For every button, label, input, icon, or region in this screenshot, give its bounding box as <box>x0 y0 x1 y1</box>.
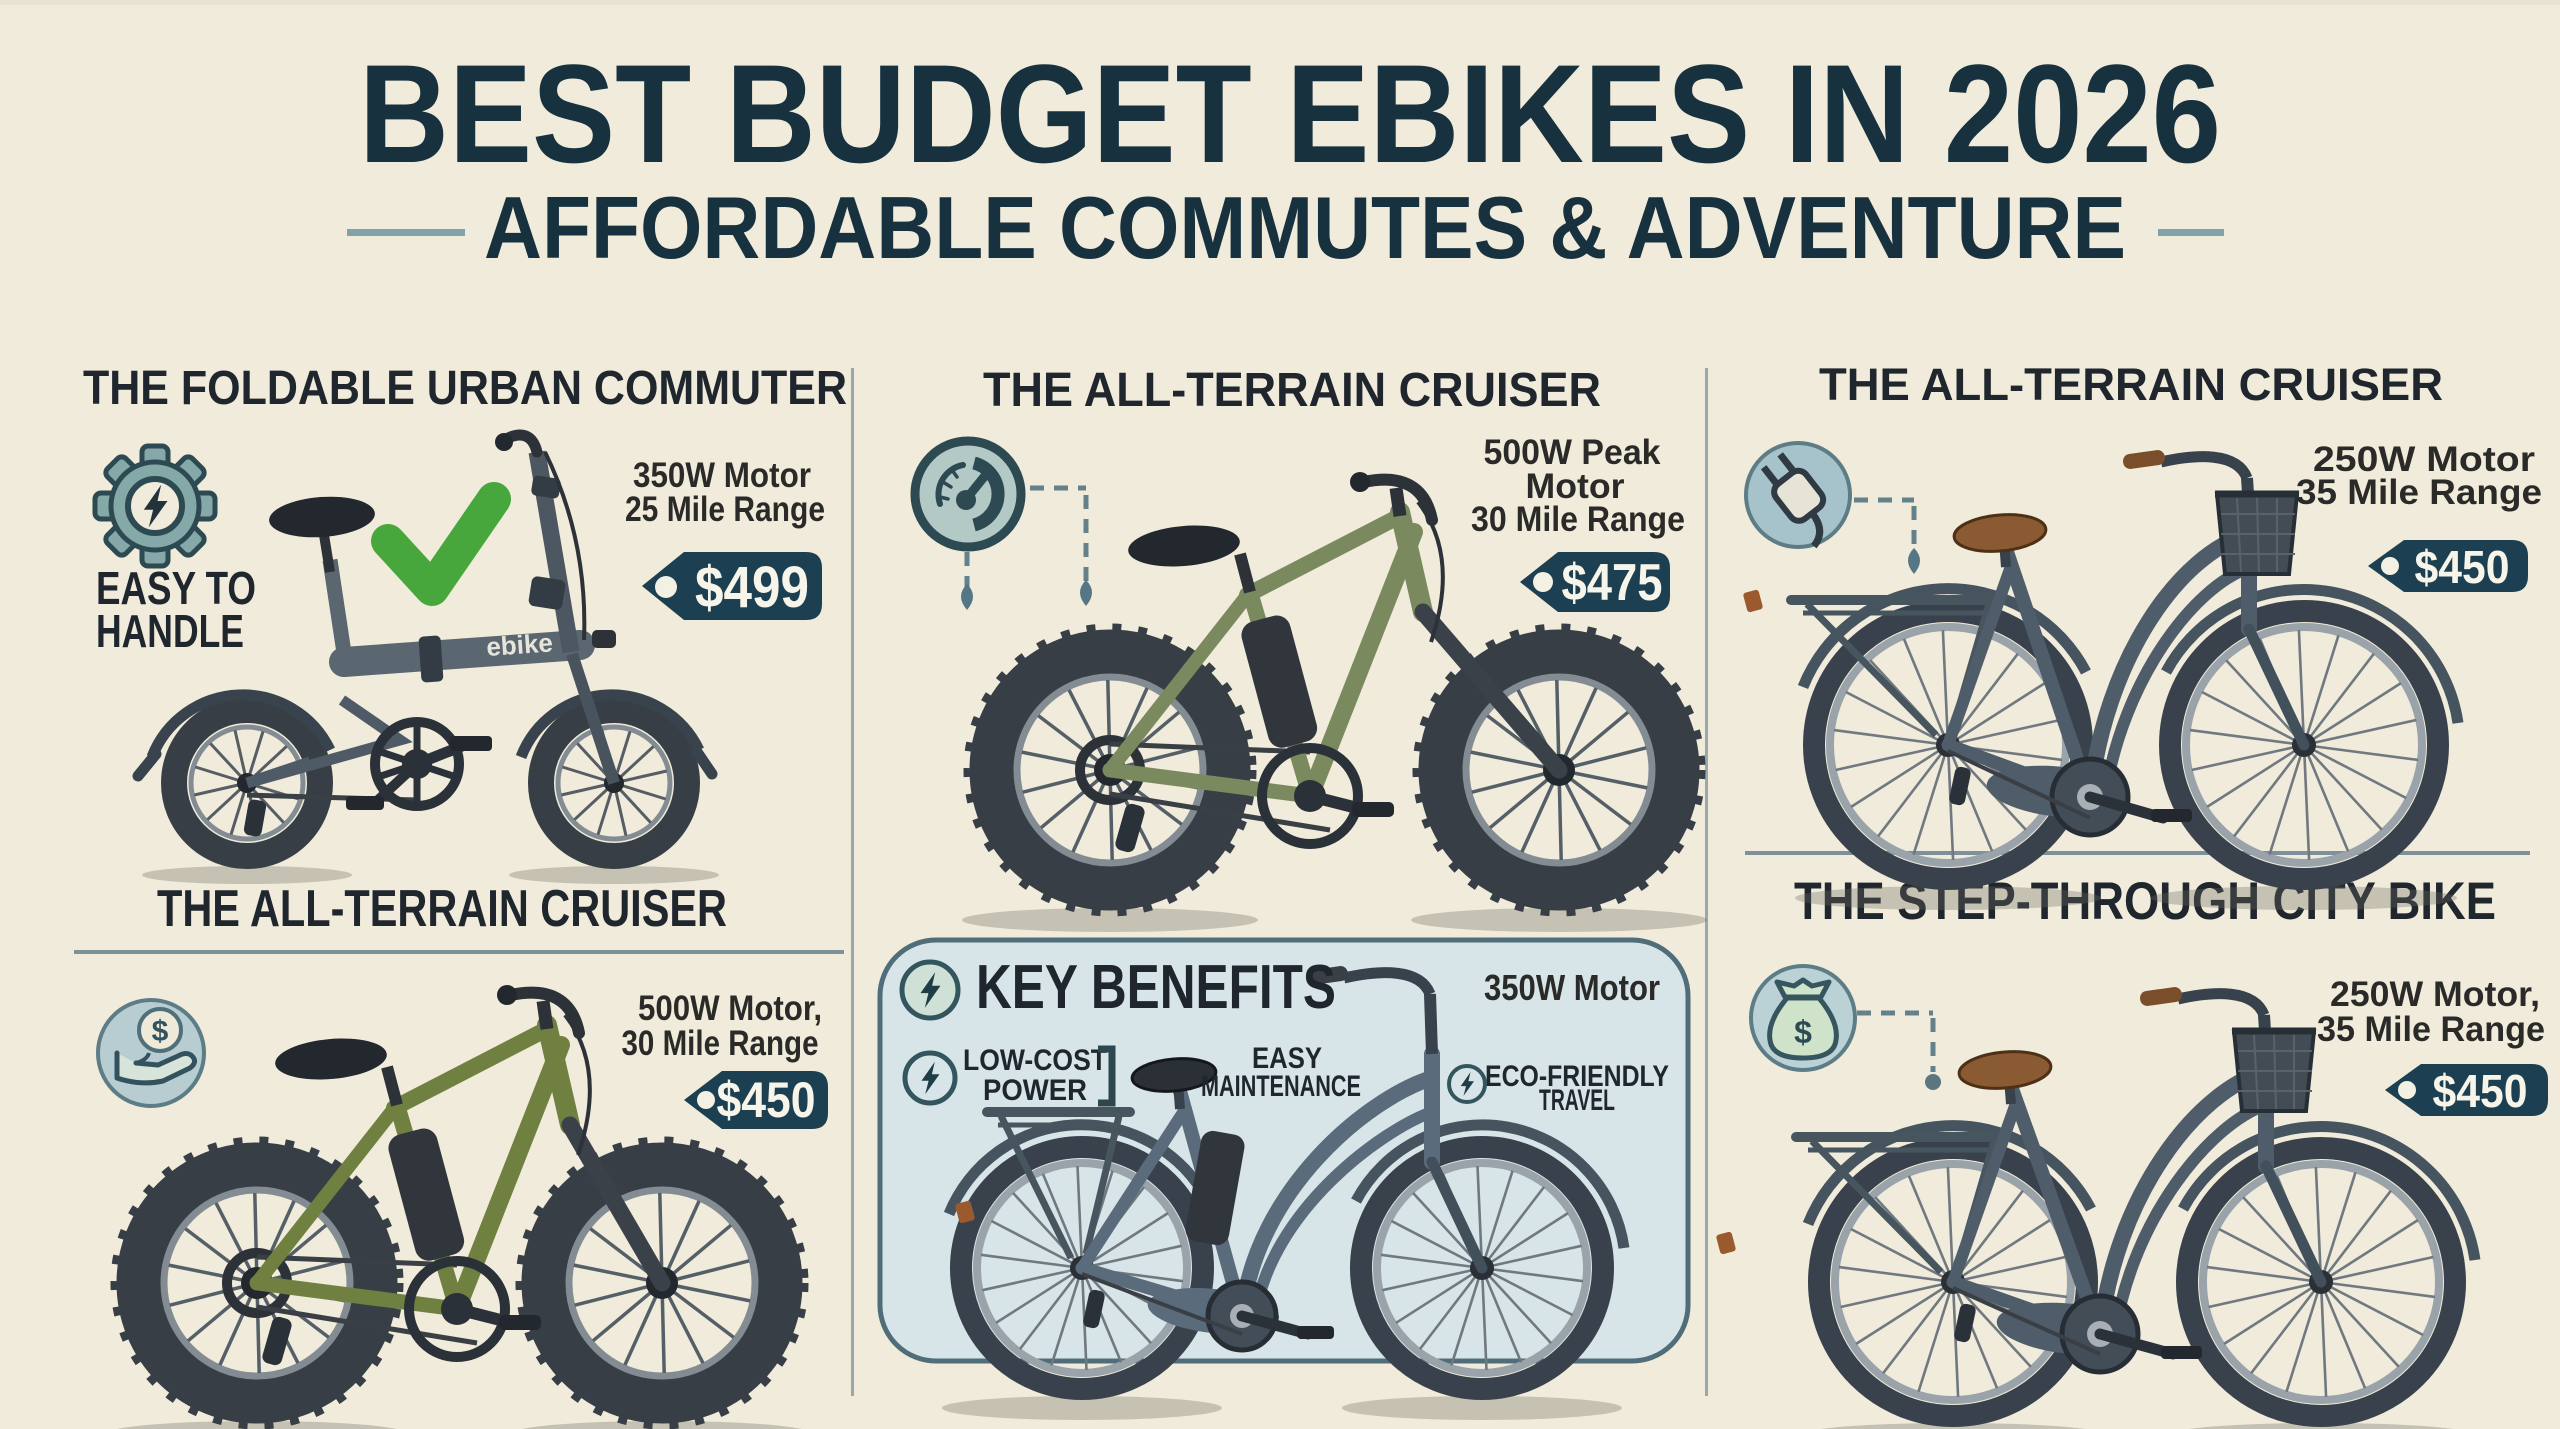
svg-text:500W Motor,: 500W Motor, <box>638 989 822 1028</box>
svg-text:POWER: POWER <box>983 1074 1087 1107</box>
svg-text:$: $ <box>1794 1014 1812 1050</box>
svg-text:KEY BENEFITS: KEY BENEFITS <box>976 953 1336 1022</box>
svg-text:350W Motor: 350W Motor <box>633 456 811 495</box>
svg-text:$450: $450 <box>2433 1065 2528 1117</box>
svg-text:250W Motor,: 250W Motor, <box>2330 975 2540 1014</box>
svg-text:BEST BUDGET EBIKES IN 2026: BEST BUDGET EBIKES IN 2026 <box>359 35 2221 192</box>
svg-text:$450: $450 <box>717 1072 816 1128</box>
svg-text:$499: $499 <box>695 555 809 620</box>
svg-text:35 Mile Range: 35 Mile Range <box>2317 1010 2545 1049</box>
svg-text:25 Mile Range: 25 Mile Range <box>625 490 825 529</box>
svg-text:TRAVEL: TRAVEL <box>1539 1084 1615 1117</box>
svg-text:35 Mile Range: 35 Mile Range <box>2296 473 2542 512</box>
svg-text:500W Peak: 500W Peak <box>1484 433 1662 472</box>
svg-text:$450: $450 <box>2415 541 2510 593</box>
svg-text:350W Motor: 350W Motor <box>1484 967 1660 1008</box>
svg-text:$: $ <box>152 1015 169 1048</box>
svg-text:250W Motor: 250W Motor <box>2313 440 2535 479</box>
svg-text:THE FOLDABLE URBAN COMMUTER: THE FOLDABLE URBAN COMMUTER <box>83 362 847 415</box>
svg-text:ECO-FRIENDLY: ECO-FRIENDLY <box>1485 1060 1669 1093</box>
svg-text:MAINTENANCE: MAINTENANCE <box>1201 1070 1361 1103</box>
svg-text:HANDLE: HANDLE <box>96 605 244 657</box>
svg-text:$475: $475 <box>1562 554 1663 612</box>
svg-text:30 Mile Range: 30 Mile Range <box>622 1024 819 1063</box>
svg-text:THE ALL-TERRAIN CRUISER: THE ALL-TERRAIN CRUISER <box>983 364 1601 417</box>
svg-text:30 Mile Range: 30 Mile Range <box>1471 500 1685 539</box>
svg-text:Motor: Motor <box>1526 467 1625 506</box>
svg-text:THE ALL-TERRAIN CRUISER: THE ALL-TERRAIN CRUISER <box>157 880 727 938</box>
svg-text:EASY: EASY <box>1252 1042 1322 1075</box>
svg-text:LOW-COST: LOW-COST <box>963 1044 1107 1077</box>
svg-text:AFFORDABLE COMMUTES & ADVENTUR: AFFORDABLE COMMUTES & ADVENTURE <box>484 178 2126 277</box>
svg-text:ebike: ebike <box>485 627 553 662</box>
svg-text:EASY TO: EASY TO <box>96 562 256 614</box>
svg-text:THE ALL-TERRAIN CRUISER: THE ALL-TERRAIN CRUISER <box>1819 359 2443 410</box>
